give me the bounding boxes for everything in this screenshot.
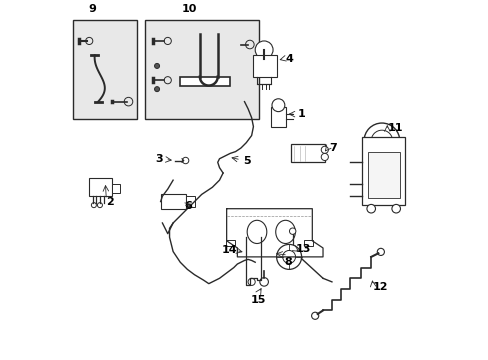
Circle shape [364,123,399,159]
Circle shape [154,87,159,92]
Bar [73,19,137,120]
Circle shape [391,204,400,213]
Bar [290,144,324,162]
Bar [89,178,112,196]
Circle shape [97,203,102,208]
Text: 9: 9 [89,4,97,14]
Ellipse shape [275,220,295,243]
Circle shape [377,248,384,256]
Text: 10: 10 [181,4,197,14]
Bar [253,55,276,77]
Bar [304,240,313,246]
Text: 12: 12 [371,282,387,292]
Circle shape [164,37,171,45]
Circle shape [276,244,301,269]
Circle shape [154,63,159,68]
Text: 6: 6 [184,201,192,211]
Bar [271,107,285,127]
Ellipse shape [246,220,266,243]
Text: 7: 7 [329,143,337,153]
Text: 15: 15 [250,295,266,305]
Circle shape [370,130,392,152]
Text: 5: 5 [242,156,250,166]
Bar [144,19,258,120]
Circle shape [182,157,188,164]
Text: 11: 11 [386,123,402,134]
Text: 8: 8 [284,257,291,267]
Circle shape [255,41,272,59]
Text: 14: 14 [221,245,237,255]
Bar [185,196,194,207]
Circle shape [321,153,328,161]
Text: 2: 2 [106,197,114,207]
Circle shape [245,40,254,49]
Circle shape [282,251,295,263]
Bar [367,152,399,198]
Circle shape [124,97,133,106]
Text: 4: 4 [285,54,293,64]
Bar [225,240,234,246]
Text: 1: 1 [297,109,305,119]
Circle shape [164,77,171,84]
Circle shape [366,204,375,213]
Circle shape [247,278,255,285]
Circle shape [321,146,328,153]
Bar [362,137,404,205]
Bar [180,77,230,86]
Text: 13: 13 [295,244,310,254]
Bar [112,184,120,193]
Circle shape [271,99,284,112]
Bar [160,194,185,209]
Text: 3: 3 [155,154,163,165]
Circle shape [289,228,295,234]
Circle shape [85,37,93,45]
Circle shape [91,203,96,208]
Circle shape [259,278,268,286]
Circle shape [311,312,318,319]
